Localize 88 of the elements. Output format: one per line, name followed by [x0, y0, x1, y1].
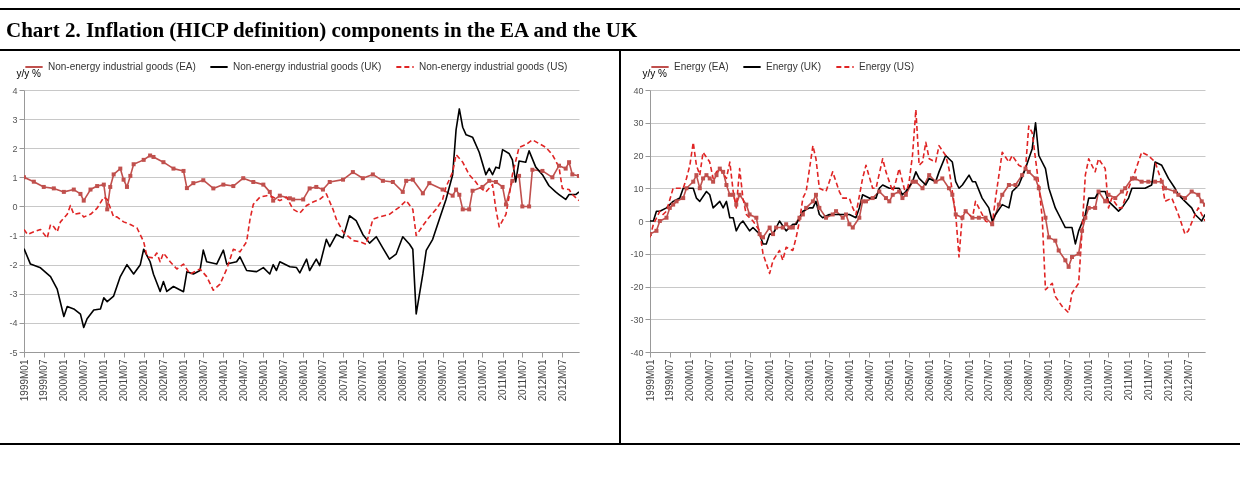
x-tick-label: 2007M01	[337, 359, 349, 402]
legend-label: Non-energy industrial goods (EA)	[48, 61, 196, 72]
x-tick-label: 2005M01	[883, 359, 895, 402]
x-tick-label: 2012M07	[556, 359, 568, 402]
x-tick-label: 2000M07	[78, 359, 90, 402]
x-tick-label: 2006M07	[317, 359, 329, 402]
line-series	[24, 108, 579, 329]
y-tick-label: -1	[9, 231, 18, 242]
x-tick-label: 2011M07	[1142, 359, 1154, 401]
x-tick-label: 2006M01	[297, 359, 309, 402]
line-series	[24, 138, 579, 292]
x-tick-label: 2001M07	[118, 359, 130, 402]
y-tick-label: 1	[12, 172, 18, 183]
x-tick-label: 2011M01	[497, 359, 509, 401]
x-tick-label: 2008M01	[377, 359, 389, 402]
legend-label: Non-energy industrial goods (US)	[419, 61, 568, 72]
x-tick-label: 2007M07	[357, 359, 369, 402]
x-tick-label: 2005M07	[277, 359, 289, 402]
x-tick-label: 2010M01	[457, 359, 469, 402]
x-tick-label: 2011M07	[516, 359, 528, 401]
x-tick-label: 2003M07	[197, 359, 209, 402]
x-tick-label: 2004M07	[237, 359, 249, 402]
x-tick-label: 2006M07	[943, 359, 955, 402]
x-tick-label: 2002M07	[783, 359, 795, 402]
x-tick-label: 1999M01	[644, 359, 656, 402]
y-tick-label: -4	[9, 318, 18, 329]
x-tick-label: 2001M01	[724, 359, 736, 402]
y-tick-label: 2	[12, 143, 18, 154]
x-tick-label: 2006M01	[923, 359, 935, 402]
y-tick-label: -40	[630, 347, 644, 358]
y-tick-label: 3	[12, 114, 18, 125]
line-series	[650, 121, 1205, 245]
x-tick-label: 2012M07	[1182, 359, 1194, 402]
x-tick-label: 2000M01	[684, 359, 696, 402]
x-tick-label: 2010M07	[1102, 359, 1114, 402]
x-tick-label: 2009M01	[417, 359, 429, 402]
x-tick-label: 2003M07	[823, 359, 835, 402]
x-tick-label: 1999M01	[18, 359, 30, 402]
x-tick-label: 2001M01	[98, 359, 110, 402]
y-tick-label: -30	[630, 314, 644, 325]
y-tick-label: -3	[9, 289, 18, 300]
legend-label: Energy (UK)	[766, 61, 822, 72]
x-tick-label: 2005M01	[257, 359, 269, 402]
chart-title: Chart 2. Inflation (HICP definition) components in the EA and the UK	[6, 18, 638, 42]
x-tick-label: 2004M07	[863, 359, 875, 402]
x-tick-label: 2009M07	[437, 359, 449, 402]
x-tick-label: 2007M01	[963, 359, 975, 402]
y-tick-label: -10	[630, 249, 644, 260]
x-tick-label: 2004M01	[843, 359, 855, 402]
y-axis-title: y/y %	[642, 67, 668, 79]
x-tick-label: 2008M07	[397, 359, 409, 402]
x-tick-label: 2008M01	[1003, 359, 1015, 402]
x-tick-label: 2003M01	[804, 359, 816, 402]
x-tick-label: 2005M07	[903, 359, 915, 402]
x-tick-label: 2010M01	[1083, 359, 1095, 402]
y-tick-label: 0	[638, 216, 644, 227]
x-tick-label: 2012M01	[536, 359, 548, 402]
x-tick-label: 2000M01	[58, 359, 70, 402]
y-tick-label: 30	[633, 118, 644, 129]
x-tick-label: 2000M07	[704, 359, 716, 402]
y-tick-label: 40	[633, 85, 644, 96]
y-tick-label: 0	[12, 201, 18, 212]
x-tick-label: 2008M07	[1023, 359, 1035, 402]
x-tick-label: 2002M01	[764, 359, 776, 402]
x-tick-label: 2002M07	[157, 359, 169, 402]
y-tick-label: -5	[9, 347, 18, 358]
y-tick-label: 4	[12, 85, 18, 96]
x-tick-label: 2009M07	[1063, 359, 1075, 402]
x-tick-label: 2003M01	[178, 359, 190, 402]
x-tick-label: 2009M01	[1043, 359, 1055, 402]
y-axis-title: y/y %	[16, 67, 42, 79]
legend-label: Non-energy industrial goods (UK)	[233, 61, 382, 72]
legend-label: Energy (US)	[859, 61, 915, 72]
line-series	[650, 108, 1205, 314]
y-tick-label: -2	[9, 260, 18, 271]
x-tick-label: 2007M07	[983, 359, 995, 402]
y-tick-label: -20	[630, 282, 644, 292]
x-tick-label: 2004M01	[217, 359, 229, 402]
y-tick-label: 10	[633, 183, 644, 194]
x-tick-label: 1999M07	[664, 359, 676, 402]
legend-label: Energy (EA)	[674, 61, 729, 72]
x-tick-label: 2010M07	[476, 359, 488, 402]
y-tick-label: 20	[633, 151, 644, 161]
x-tick-label: 1999M07	[38, 359, 50, 402]
x-tick-label: 2012M01	[1162, 359, 1174, 402]
x-tick-label: 2001M07	[744, 359, 756, 402]
x-tick-label: 2011M01	[1123, 359, 1135, 401]
x-tick-label: 2002M01	[138, 359, 150, 402]
